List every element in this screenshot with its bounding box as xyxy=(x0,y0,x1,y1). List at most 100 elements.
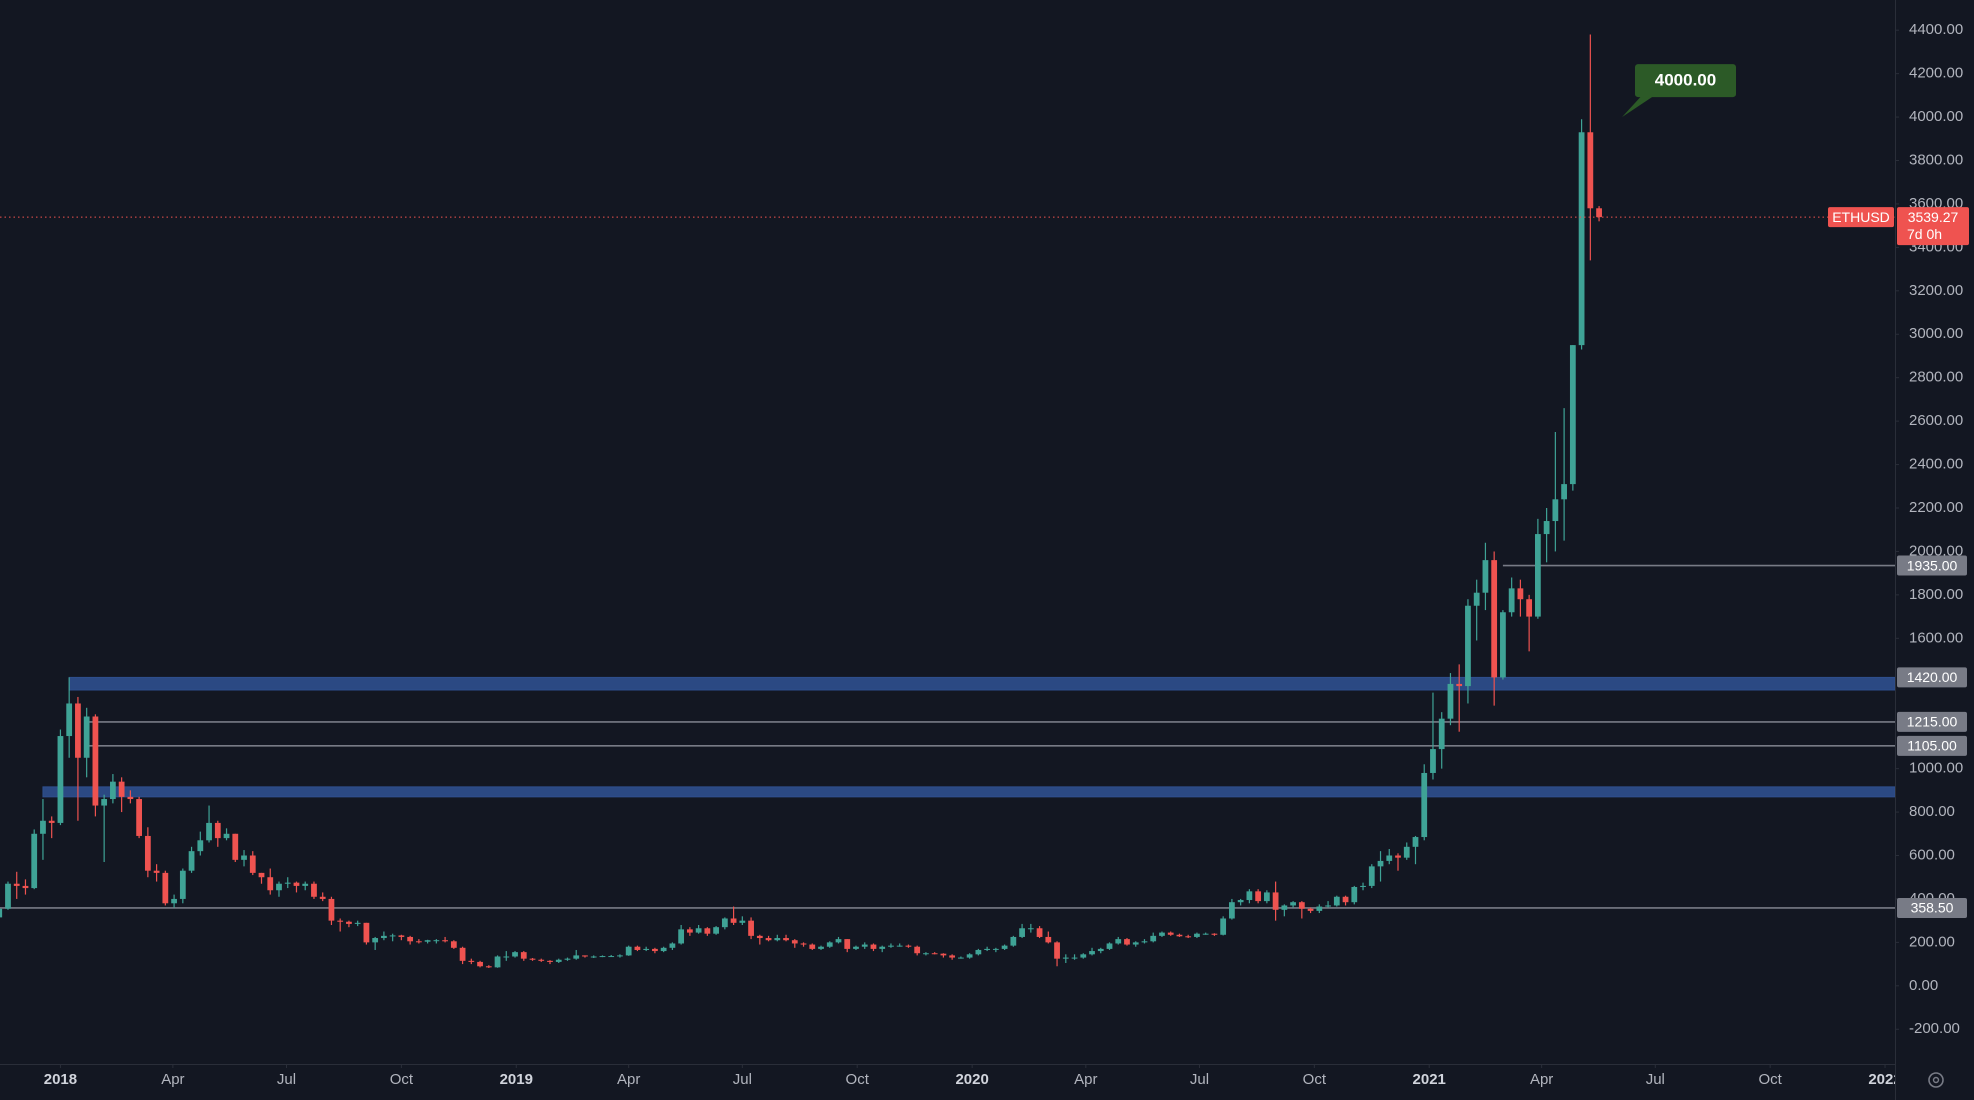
candle-body xyxy=(0,908,3,918)
candle-body xyxy=(1561,484,1567,500)
x-tick-label: Apr xyxy=(161,1071,184,1088)
candle-body xyxy=(1220,918,1227,935)
candle-body xyxy=(949,955,956,958)
candle-body xyxy=(888,945,894,947)
candle-body xyxy=(765,938,772,941)
countdown-label: 7d 0h xyxy=(1907,226,1942,242)
candle-body xyxy=(363,922,370,943)
overlay: 1935.00 1215.00 1105.00 358.50 1420.00 ETHUSD… xyxy=(1622,64,1969,918)
candle-body xyxy=(1325,905,1331,907)
candle-body xyxy=(57,736,64,823)
candle-body xyxy=(101,799,108,806)
x-tick-label: 2018 xyxy=(44,1071,77,1088)
settings-button[interactable] xyxy=(1928,1072,1944,1088)
x-tick-label: Jul xyxy=(1646,1071,1665,1088)
zone xyxy=(68,676,1895,691)
candle-body xyxy=(293,882,300,886)
candle-body xyxy=(1106,943,1113,949)
candle-body xyxy=(791,940,798,944)
level-label: 1935.00 xyxy=(1907,557,1958,573)
x-tick-label: Oct xyxy=(1758,1071,1782,1088)
candle-body xyxy=(1159,932,1165,936)
y-tick-label: 4000.00 xyxy=(1909,108,1963,125)
candle-body xyxy=(1307,908,1314,911)
candle-body xyxy=(5,883,11,909)
candle-body xyxy=(206,822,212,841)
candle-body xyxy=(1246,891,1253,901)
candle-body xyxy=(1194,933,1200,937)
candle-body xyxy=(599,956,606,958)
candle-body xyxy=(512,952,518,957)
candle-body xyxy=(1377,860,1384,867)
candle-body xyxy=(1534,534,1541,617)
candle-body xyxy=(1526,599,1533,617)
level-label-box xyxy=(1897,667,1967,688)
candle-body xyxy=(232,833,239,860)
y-tick-label: 2400.00 xyxy=(1909,456,1963,473)
candle-body xyxy=(1403,846,1410,858)
candle-body xyxy=(573,955,580,959)
candle-body xyxy=(818,946,824,949)
candle-body xyxy=(547,960,553,962)
candle-body xyxy=(485,966,492,968)
settings-gear xyxy=(1928,1072,1944,1088)
last-price-box xyxy=(1897,207,1969,246)
candle-body xyxy=(835,939,842,943)
candle-body xyxy=(1456,683,1463,687)
candle-body xyxy=(1569,345,1576,485)
candle-body xyxy=(1141,941,1148,943)
candle-body xyxy=(153,870,160,873)
candle-body xyxy=(1229,902,1235,919)
candle-body xyxy=(931,953,938,955)
candle-body xyxy=(1298,902,1305,909)
candle-body xyxy=(1517,588,1524,600)
candle-body xyxy=(695,928,702,933)
y-tick-label: 2800.00 xyxy=(1909,369,1963,386)
candle-body xyxy=(1596,208,1602,218)
candle-body xyxy=(346,921,352,924)
candle-body xyxy=(992,948,999,950)
candle-body xyxy=(520,952,527,959)
candle-body xyxy=(1438,718,1445,750)
candle-body xyxy=(372,938,379,943)
candle-body xyxy=(415,941,422,943)
candle-body xyxy=(1132,942,1139,945)
candle-body xyxy=(896,945,903,947)
level-label: 1215.00 xyxy=(1907,714,1958,730)
x-tick-label: Jul xyxy=(277,1071,296,1088)
candle-body xyxy=(459,947,466,961)
candle-body xyxy=(1360,885,1366,887)
candle-body xyxy=(1587,132,1594,209)
candle-body xyxy=(311,883,317,897)
candle-body xyxy=(381,935,387,939)
candle-body xyxy=(127,796,134,800)
y-tick-label: 1000.00 xyxy=(1909,760,1963,777)
y-tick-label: 200.00 xyxy=(1909,933,1955,950)
candle-body xyxy=(1272,892,1279,910)
candle-body xyxy=(1473,592,1480,606)
x-tick-label: Oct xyxy=(1303,1071,1327,1088)
candle-body xyxy=(477,961,483,967)
x-tick-label: Jul xyxy=(1190,1071,1209,1088)
candle-body xyxy=(171,898,177,904)
x-tick-label: Apr xyxy=(1074,1071,1097,1088)
annotation-label: 4000.00 xyxy=(1655,71,1716,90)
level-label-box xyxy=(1897,897,1967,918)
symbol-label-box xyxy=(1828,207,1894,228)
candle-body xyxy=(136,799,143,836)
candle-body xyxy=(914,946,921,954)
x-tick-label: Oct xyxy=(390,1071,414,1088)
candle-body xyxy=(1167,932,1174,935)
candle-body xyxy=(669,943,676,948)
candle-body xyxy=(328,898,335,921)
candle-body xyxy=(756,935,763,939)
x-tick-label: 2022 xyxy=(1868,1071,1901,1088)
candle-body xyxy=(774,938,781,941)
candle-body xyxy=(354,922,361,924)
annotation-box xyxy=(1635,64,1736,98)
zone xyxy=(42,786,1895,798)
candle-body xyxy=(1543,521,1550,535)
candle-body xyxy=(1036,928,1043,937)
candle-body xyxy=(923,953,929,955)
